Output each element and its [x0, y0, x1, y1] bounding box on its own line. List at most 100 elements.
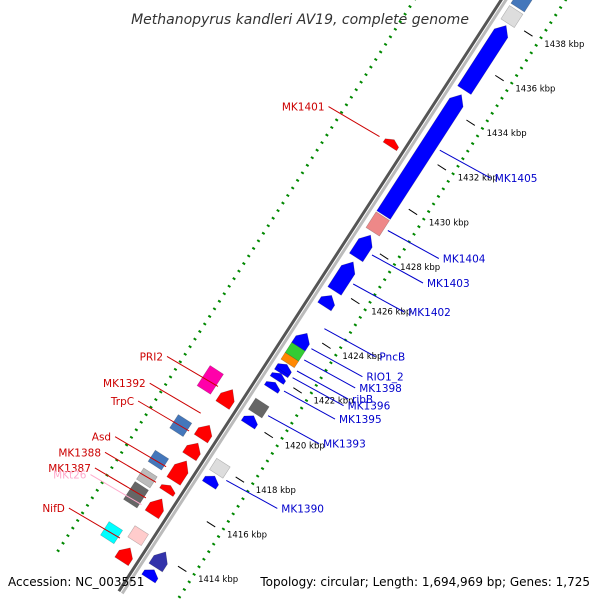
gene-label-right-5: RIO1_2 — [366, 372, 403, 384]
gene-reverse-0 — [114, 547, 133, 567]
gene-label-left-5: MK1388 — [58, 447, 101, 459]
gene-forward-14 — [327, 261, 356, 296]
gene-label-right-1: MK1404 — [443, 254, 486, 266]
gene-forward-18 — [457, 25, 509, 95]
gene-forward-20 — [510, 0, 533, 13]
gene-label-right-6: MK1398 — [359, 383, 402, 395]
gene-label-right-4: PncB — [379, 352, 405, 364]
gene-outer-5 — [196, 365, 224, 395]
tick-label-10: 1434 kbp — [487, 129, 527, 139]
gene-reverse-1 — [127, 525, 149, 547]
gene-forward-16 — [365, 211, 390, 237]
tick-mark-5 — [321, 342, 331, 349]
tick-label-0: 1414 kbp — [198, 575, 238, 585]
label-leader-left-5 — [104, 451, 157, 483]
gene-forward-3 — [209, 457, 231, 479]
gene-forward-19 — [500, 5, 524, 29]
tick-mark-8 — [408, 208, 418, 216]
label-leader-left-0 — [328, 106, 380, 138]
gene-features — [100, 0, 533, 584]
label-leader-right-7 — [296, 370, 349, 400]
gene-forward-2 — [201, 475, 219, 490]
gene-label-right-2: MK1403 — [427, 278, 470, 290]
gene-label-left-4: Asd — [92, 432, 111, 444]
inner-dot-ring — [56, 0, 417, 553]
gene-reverse-6 — [193, 424, 213, 444]
tick-mark-0 — [177, 565, 187, 573]
tick-mark-10 — [466, 119, 476, 126]
gene-label-right-7: ribB — [352, 394, 373, 406]
backbone-line-dark — [117, 0, 503, 593]
gene-reverse-5 — [182, 442, 201, 462]
gene-label-right-10: MK1393 — [323, 439, 366, 451]
gene-labels: MK1401 PRI2 MK1392 TrpC Asd MK1388 MK1387MKt26… — [42, 102, 538, 539]
tick-mark-9 — [437, 164, 447, 171]
label-leader-right-0 — [439, 149, 492, 179]
backbone — [117, 0, 508, 595]
gene-forward-5 — [247, 397, 270, 419]
tick-mark-3 — [264, 431, 274, 439]
tick-label-5: 1424 kbp — [342, 352, 382, 362]
gene-reverse-7 — [215, 389, 235, 410]
label-leader-left-7 — [90, 474, 142, 506]
tick-mark-12 — [523, 30, 533, 37]
tick-label-1: 1416 kbp — [227, 531, 267, 541]
tick-label-12: 1438 kbp — [544, 40, 584, 50]
gene-label-left-1: PRI2 — [140, 351, 163, 363]
gene-outer-3 — [147, 449, 170, 471]
tick-label-9: 1432 kbp — [458, 174, 498, 184]
label-leader-left-4 — [114, 436, 167, 468]
label-leader-left-2 — [149, 382, 201, 414]
tick-mark-6 — [350, 298, 360, 305]
label-leader-right-5 — [311, 348, 363, 378]
gene-label-left-0: MK1401 — [282, 102, 325, 114]
gene-reverse-2 — [144, 498, 164, 520]
backbone-line-light — [120, 0, 508, 595]
gene-label-right-0: MK1405 — [495, 173, 538, 185]
gene-forward-15 — [348, 234, 373, 263]
gene-reverse-8 — [382, 138, 400, 152]
tick-label-4: 1422 kbp — [314, 397, 354, 407]
gene-forward-6 — [263, 381, 281, 394]
tick-label-8: 1430 kbp — [429, 218, 469, 228]
tick-mark-1 — [206, 521, 216, 528]
gene-label-right-8: MK1396 — [348, 401, 391, 413]
gene-forward-7 — [269, 372, 287, 385]
tick-mark-2 — [235, 476, 245, 483]
tick-label-2: 1418 kbp — [256, 486, 296, 496]
label-leader-right-3 — [352, 283, 405, 313]
gene-forward-12 — [291, 332, 310, 352]
outer-dot-ring — [175, 0, 568, 600]
label-leader-right-9 — [283, 390, 336, 420]
tick-mark-4 — [293, 387, 303, 394]
gene-label-left-8: NifD — [42, 503, 65, 515]
gene-label-left-3: TrpC — [110, 396, 134, 408]
accession-text: Accession: NC_003551 — [8, 575, 145, 589]
label-leader-right-4 — [324, 328, 376, 358]
label-leader-right-6 — [303, 359, 356, 389]
gene-label-left-7: MKt26 — [53, 470, 87, 482]
gene-forward-17 — [376, 94, 464, 220]
tick-label-7: 1428 kbp — [400, 263, 440, 273]
label-leader-right-2 — [371, 254, 424, 284]
tick-mark-7 — [379, 253, 389, 260]
gene-forward-1 — [148, 551, 168, 573]
label-leader-left-3 — [137, 400, 190, 432]
label-leader-right-10 — [267, 415, 320, 445]
gene-outer-2 — [136, 467, 158, 489]
tick-label-3: 1420 kbp — [285, 441, 325, 451]
gene-label-left-2: MK1392 — [103, 378, 146, 390]
gene-label-right-9: MK1395 — [339, 414, 382, 426]
gene-forward-0 — [141, 569, 159, 584]
gene-label-right-3: MK1402 — [408, 307, 451, 319]
gene-forward-13 — [317, 295, 336, 312]
gene-forward-9 — [275, 363, 292, 377]
label-leader-left-8 — [68, 507, 121, 539]
tick-label-11: 1436 kbp — [515, 84, 555, 94]
gene-reverse-3 — [159, 484, 176, 497]
scale-ticks: 1414 kbp 1416 kbp 1418 kbp 1420 kbp 1422 kbp… — [177, 30, 584, 585]
gene-reverse-4 — [166, 460, 189, 486]
label-leader-left-6 — [94, 467, 147, 499]
gene-outer-1 — [123, 481, 149, 509]
